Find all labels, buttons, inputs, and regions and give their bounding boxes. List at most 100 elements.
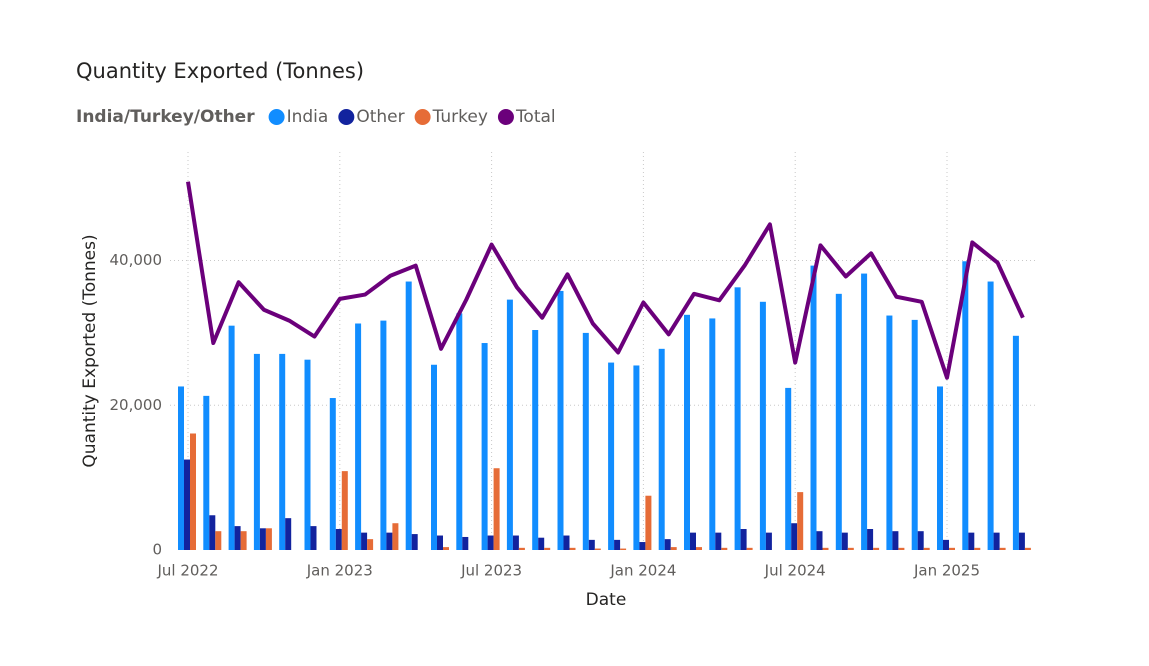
bar [265, 528, 272, 550]
bar [759, 301, 766, 550]
bar [816, 531, 823, 550]
bar [765, 532, 772, 550]
bar [810, 265, 817, 550]
legend-title: India/Turkey/Other [76, 107, 255, 127]
bar [690, 532, 696, 550]
bar [411, 534, 418, 550]
line [186, 181, 1025, 380]
bar [431, 364, 437, 550]
bar [215, 531, 222, 550]
bar [557, 290, 564, 550]
bar [304, 359, 311, 550]
x-tick-label: Jan 2025 [913, 562, 980, 580]
bar [335, 529, 342, 550]
bar [911, 319, 918, 550]
bar [1018, 532, 1025, 550]
bar [999, 547, 1006, 550]
bar [949, 547, 955, 550]
bar [797, 492, 804, 550]
bar [835, 293, 842, 550]
bar [184, 459, 190, 550]
bar [923, 547, 930, 550]
bar [493, 468, 500, 550]
bar [746, 547, 753, 550]
bar [620, 548, 627, 550]
bar [203, 395, 210, 550]
bar [386, 532, 393, 550]
bar [614, 539, 621, 550]
bar [506, 299, 513, 550]
x-tick-label: Jul 2022 [156, 562, 218, 580]
bar [532, 330, 539, 550]
bar [253, 353, 260, 550]
bar [785, 387, 792, 550]
bar [943, 539, 949, 550]
bar [285, 518, 292, 550]
legend-marker [414, 109, 431, 125]
legend-label: India [287, 107, 329, 127]
bar [367, 539, 374, 550]
bar [684, 314, 690, 550]
y-tick-label: 20,000 [110, 396, 163, 414]
x-tick-label: Jan 2024 [609, 562, 676, 580]
bar [361, 532, 368, 550]
bar [588, 539, 595, 550]
bar [1024, 547, 1031, 550]
bar [481, 343, 488, 550]
bar [594, 548, 601, 550]
bar [892, 531, 899, 550]
bar [974, 547, 981, 550]
y-tick-label: 0 [152, 541, 162, 559]
bar [380, 320, 387, 550]
bar [639, 542, 646, 550]
bar [392, 523, 399, 550]
bar [740, 529, 747, 550]
legend-marker [338, 109, 355, 125]
bar [569, 547, 576, 550]
bar [462, 536, 469, 550]
legend-label: Total [515, 107, 556, 127]
bar [279, 353, 286, 550]
bar [234, 526, 241, 550]
legend-marker [497, 109, 514, 125]
bar [645, 495, 652, 550]
bar [987, 281, 994, 550]
bar [538, 537, 545, 550]
y-axis-title: Quantity Exported (Tonnes) [80, 234, 100, 467]
bar [518, 547, 525, 550]
bar [582, 332, 589, 550]
bar [228, 325, 235, 550]
bar [658, 348, 665, 550]
bar [608, 362, 615, 550]
bar [355, 323, 362, 550]
bar [443, 547, 449, 550]
legend-label: Other [356, 107, 404, 127]
bar [512, 535, 519, 550]
x-axis-title: Date [586, 590, 627, 610]
bar [993, 532, 1000, 550]
bar [633, 365, 640, 550]
bar [791, 523, 798, 550]
bar [867, 529, 874, 550]
bar [178, 386, 184, 550]
bar [917, 531, 924, 550]
bar [456, 313, 463, 550]
bar [310, 526, 317, 550]
bar [822, 547, 829, 550]
x-tick-label: Jul 2024 [764, 562, 826, 580]
bar [861, 273, 868, 550]
legend-marker [268, 109, 285, 125]
bar [847, 547, 854, 550]
bar [1012, 335, 1019, 550]
bar [898, 547, 905, 550]
bar [709, 318, 716, 550]
bar [487, 535, 494, 550]
x-tick-label: Jul 2023 [460, 562, 522, 580]
bar [329, 398, 336, 550]
bar [190, 433, 196, 550]
bar [670, 547, 677, 550]
y-tick-label: 40,000 [110, 251, 163, 269]
bar [240, 531, 247, 550]
bar [873, 547, 880, 550]
